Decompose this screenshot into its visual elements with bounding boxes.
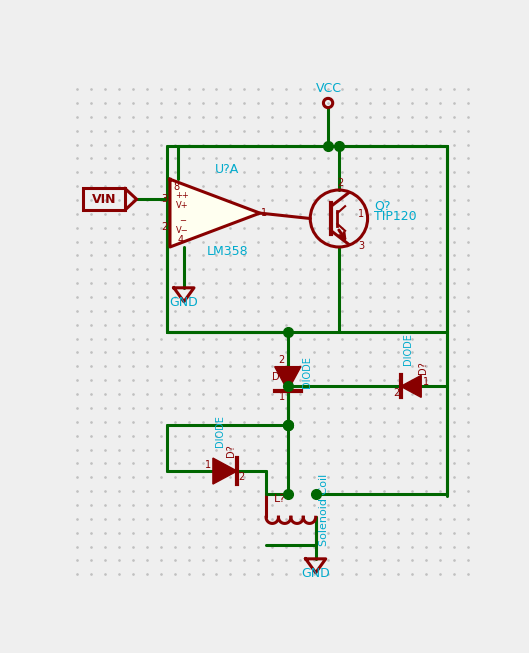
Polygon shape [401, 375, 421, 398]
Text: Solenoid Coil: Solenoid Coil [319, 473, 329, 546]
Text: 2: 2 [393, 387, 399, 398]
Text: DIODE: DIODE [303, 357, 313, 389]
Text: 1: 1 [205, 460, 212, 470]
Text: 1: 1 [423, 377, 429, 387]
Text: 2: 2 [278, 355, 285, 365]
Text: Q?: Q? [374, 199, 390, 212]
Text: 4: 4 [178, 234, 184, 245]
Text: DIODE: DIODE [215, 415, 225, 447]
Polygon shape [275, 366, 301, 390]
Polygon shape [170, 179, 260, 247]
Text: D?: D? [272, 372, 285, 382]
Text: LM358: LM358 [206, 245, 248, 258]
Text: 2: 2 [338, 178, 344, 187]
Text: D?: D? [418, 361, 428, 374]
Text: −
V−: − V− [176, 215, 189, 235]
Text: ++
V+: ++ V+ [176, 191, 189, 210]
Text: L?: L? [274, 494, 286, 504]
Text: 8: 8 [173, 182, 179, 193]
Text: VCC: VCC [316, 82, 342, 95]
Text: U?A: U?A [215, 163, 240, 176]
Text: 3: 3 [161, 194, 168, 204]
Polygon shape [213, 458, 237, 484]
Text: GND: GND [302, 567, 330, 581]
Text: 1: 1 [261, 208, 268, 218]
Text: D?: D? [226, 444, 236, 456]
Text: 2: 2 [239, 472, 245, 482]
Text: GND: GND [170, 296, 198, 310]
Text: 2: 2 [161, 222, 168, 232]
Text: DIODE: DIODE [403, 332, 413, 364]
Text: 1: 1 [358, 209, 364, 219]
Text: VIN: VIN [92, 193, 116, 206]
Text: TIP120: TIP120 [374, 210, 416, 223]
Text: 1: 1 [279, 392, 285, 402]
Text: 3: 3 [358, 241, 364, 251]
